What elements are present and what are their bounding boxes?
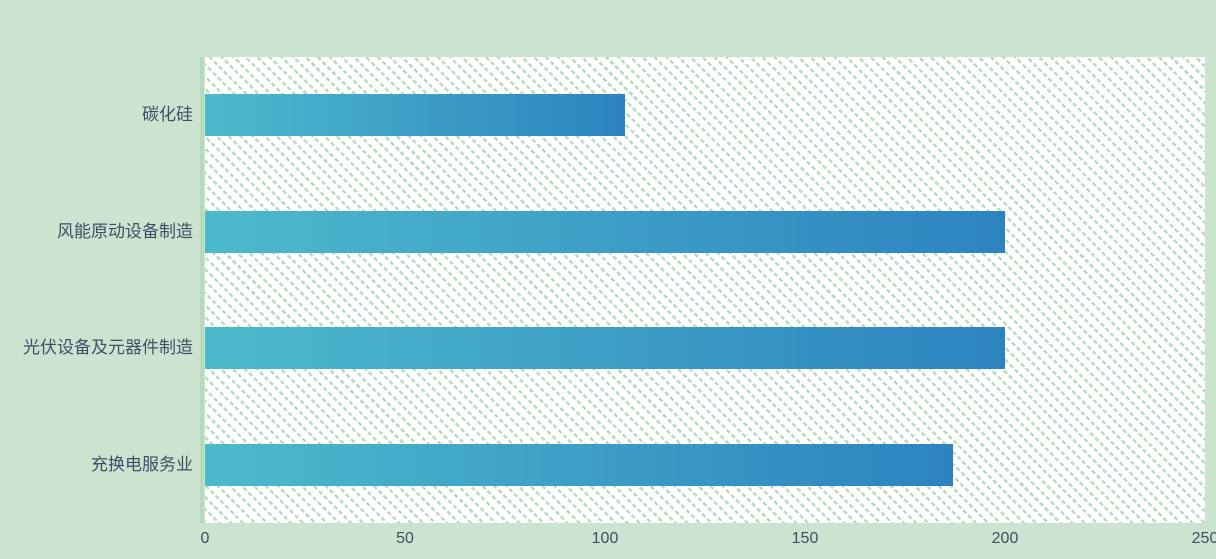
bar-2[interactable]: [205, 327, 1005, 370]
bar-0[interactable]: [205, 94, 625, 137]
x-axis-tick-label-4: 200: [991, 530, 1019, 547]
x-axis-tick-label-2: 100: [591, 530, 619, 547]
bar-3[interactable]: [205, 443, 953, 486]
x-axis-tick-label-3: 150: [791, 530, 819, 547]
x-axis-tick-label-0: 0: [200, 530, 210, 547]
bar-1[interactable]: [205, 210, 1005, 253]
x-axis-tick-label-1: 50: [396, 530, 414, 547]
y-axis-label-3: 充换电服务业: [91, 454, 193, 474]
y-axis-line: [200, 57, 204, 523]
x-axis-tick-label-5: 250: [1191, 530, 1216, 547]
y-axis-label-2: 光伏设备及元器件制造: [23, 338, 193, 358]
y-axis-label-0: 碳化硅: [142, 105, 193, 125]
y-axis-label-1: 风能原动设备制造: [57, 221, 193, 241]
